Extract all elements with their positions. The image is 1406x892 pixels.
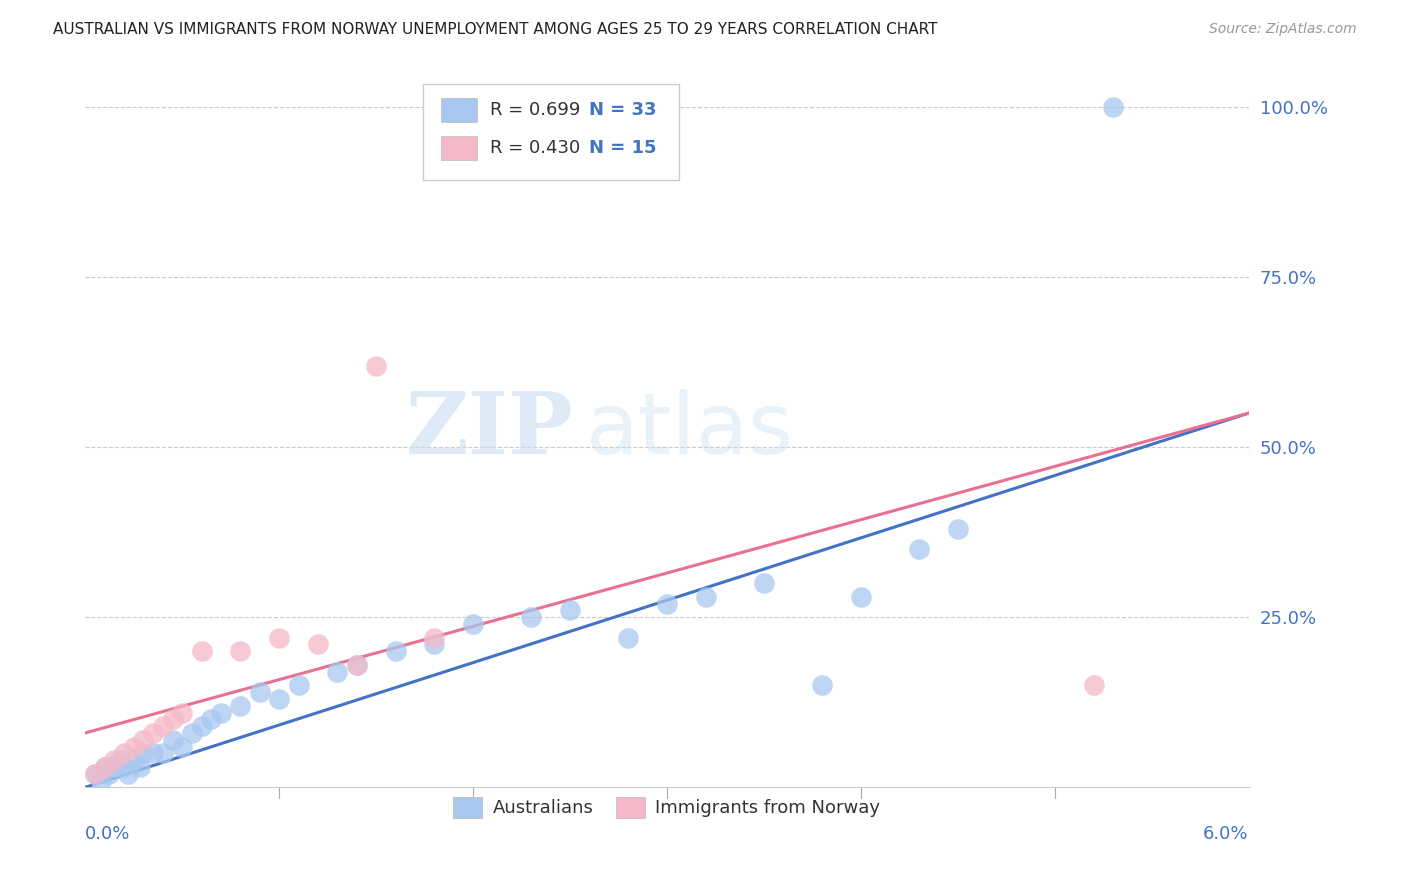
Text: N = 33: N = 33 [589,101,657,120]
Point [132,732,155,747]
Point [908,542,931,557]
Point [423,638,446,652]
Text: ZIP: ZIP [406,388,574,472]
Point [366,359,388,373]
Point [142,747,165,761]
Point [93,760,115,774]
Point [117,766,139,780]
Text: R = 0.699: R = 0.699 [489,101,581,120]
Text: 0.0%: 0.0% [86,825,131,843]
Point [269,692,291,706]
Point [108,753,131,767]
Point [112,760,135,774]
Point [811,678,834,692]
Point [307,638,329,652]
Point [142,726,165,740]
Text: Source: ZipAtlas.com: Source: ZipAtlas.com [1209,22,1357,37]
Point [384,644,406,658]
Point [1102,100,1125,114]
Point [423,631,446,645]
Point [229,698,252,713]
Point [172,739,194,754]
Point [287,678,309,692]
Point [84,766,107,780]
Point [617,631,640,645]
Point [346,657,368,672]
Point [461,617,484,632]
Point [1083,678,1105,692]
Point [132,747,155,761]
Point [269,631,291,645]
Point [122,739,145,754]
Point [162,732,184,747]
Point [172,706,194,720]
Point [346,657,368,672]
Text: N = 15: N = 15 [589,139,657,157]
Point [849,590,872,604]
Point [122,753,145,767]
Point [103,760,125,774]
Point [97,766,120,780]
Point [162,712,184,726]
Point [181,726,204,740]
Point [128,760,150,774]
Point [103,753,125,767]
Text: 6.0%: 6.0% [1204,825,1249,843]
Point [326,665,349,679]
Text: atlas: atlas [585,389,793,472]
Point [200,712,222,726]
FancyBboxPatch shape [441,136,477,161]
Point [229,644,252,658]
FancyBboxPatch shape [423,84,679,180]
Point [190,719,212,733]
Point [152,747,174,761]
Point [752,576,775,591]
Legend: Australians, Immigrants from Norway: Australians, Immigrants from Norway [446,789,887,825]
Point [90,773,112,788]
Point [190,644,212,658]
Point [520,610,543,624]
Text: AUSTRALIAN VS IMMIGRANTS FROM NORWAY UNEMPLOYMENT AMONG AGES 25 TO 29 YEARS CORR: AUSTRALIAN VS IMMIGRANTS FROM NORWAY UNE… [53,22,938,37]
Point [695,590,717,604]
Point [152,719,174,733]
Point [112,747,135,761]
Point [946,522,969,536]
Point [209,706,232,720]
Point [84,766,107,780]
FancyBboxPatch shape [441,98,477,122]
Point [93,760,115,774]
Point [249,685,271,699]
Point [655,100,678,114]
Point [558,603,581,617]
Point [655,597,678,611]
Text: R = 0.430: R = 0.430 [489,139,581,157]
